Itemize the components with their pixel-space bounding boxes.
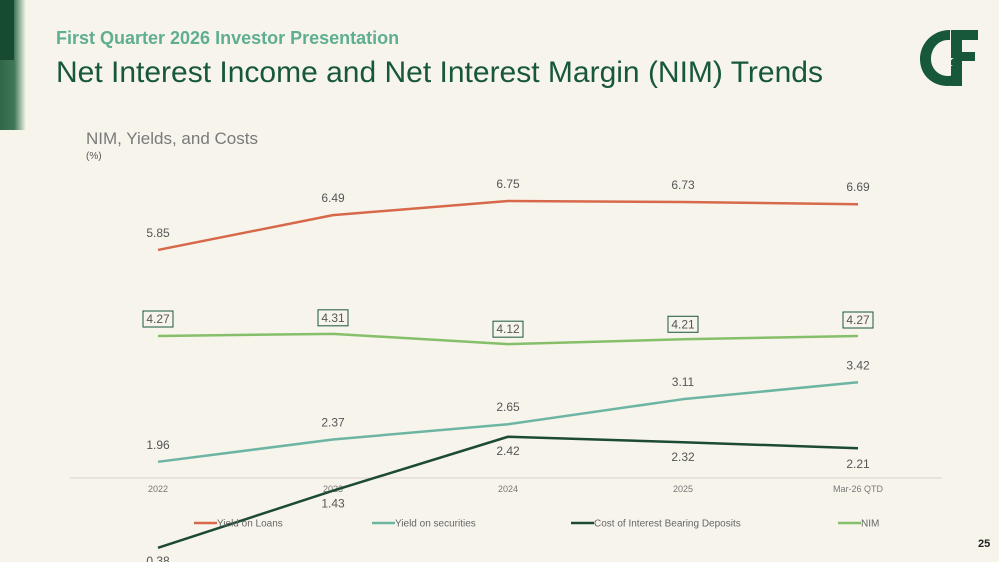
data-label-box [492, 320, 524, 338]
data-label: 4.21 [671, 317, 695, 331]
chart-title: NIM, Yields, and Costs [86, 129, 258, 148]
data-label: 2.65 [496, 400, 520, 414]
data-label: 4.27 [846, 313, 870, 327]
page-title: Net Interest Income and Net Interest Mar… [56, 56, 823, 89]
x-tick-label: 2024 [498, 484, 518, 494]
x-tick-label: 2022 [148, 484, 168, 494]
legend-label: Yield on securities [395, 519, 476, 530]
data-label: 3.11 [672, 375, 695, 389]
data-label: 6.73 [671, 178, 695, 192]
chart-unit: (%) [86, 151, 102, 162]
data-label: 4.12 [496, 322, 520, 336]
data-label-box [142, 310, 174, 328]
data-label: 0.38 [146, 554, 170, 562]
data-label: 3.42 [846, 358, 870, 372]
x-tick-label: Mar-26 QTD [833, 484, 884, 494]
data-label-box [842, 311, 874, 329]
data-label: 2.37 [321, 415, 345, 429]
x-tick-label: 2023 [323, 484, 343, 494]
data-label: 6.75 [496, 177, 520, 191]
data-label: 1.96 [146, 438, 170, 452]
data-label: 2.42 [496, 444, 520, 458]
data-label-box [667, 315, 699, 333]
legend-label: Yield on Loans [217, 519, 283, 530]
legend-label: Cost of Interest Bearing Deposits [594, 519, 741, 530]
data-label: 6.49 [321, 191, 345, 205]
svg-text:&: & [938, 49, 954, 71]
legend-label: NIM [861, 519, 879, 530]
data-label: 5.85 [146, 226, 170, 240]
data-label-box [317, 309, 349, 327]
brush-stroke-dark-decoration [0, 0, 14, 60]
data-label: 4.31 [321, 311, 345, 325]
series-line [157, 435, 859, 550]
x-tick-label: 2025 [673, 484, 693, 494]
data-label: 4.27 [146, 312, 170, 326]
data-label: 2.32 [671, 450, 695, 464]
series-line [157, 199, 859, 252]
series-line [157, 381, 859, 464]
data-label: 1.43 [321, 497, 345, 511]
series-line [157, 332, 859, 346]
company-logo: & [920, 30, 978, 86]
data-label: 6.69 [846, 180, 870, 194]
page-number: 25 [978, 538, 991, 550]
data-label: 2.21 [846, 457, 870, 471]
presentation-kicker: First Quarter 2026 Investor Presentation [56, 28, 400, 48]
